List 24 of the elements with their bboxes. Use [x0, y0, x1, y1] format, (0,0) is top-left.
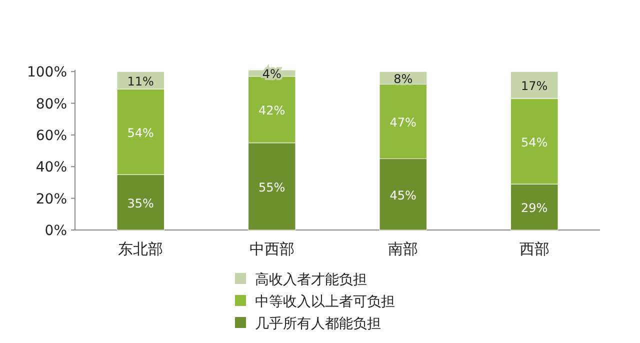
data-label: 54%	[127, 126, 154, 140]
data-label: 29%	[521, 201, 548, 216]
data-label: 11%	[127, 74, 154, 88]
legend-label: 高收入者才能负担	[255, 272, 367, 288]
data-label: 42%	[258, 104, 286, 118]
data-label: 54%	[521, 135, 548, 150]
y-tick-label: 0%	[44, 223, 67, 239]
x-tick-label: 中西部	[249, 240, 294, 258]
y-tick-label: 100%	[26, 64, 67, 81]
data-label: 17%	[521, 79, 548, 94]
x-tick-label: 西部	[519, 240, 550, 258]
legend-label: 中等收入以上者可负担	[255, 294, 395, 310]
x-tick-label: 东北部	[118, 240, 164, 258]
data-label: 55%	[258, 180, 286, 194]
x-tick-label: 南部	[388, 240, 418, 258]
data-label: 35%	[127, 196, 154, 210]
y-tick-label: 80%	[36, 96, 67, 112]
data-label: 45%	[390, 188, 416, 202]
y-tick-label: 20%	[36, 191, 67, 208]
data-label: 47%	[390, 115, 416, 130]
legend-label: 几乎所有人都能负担	[255, 316, 381, 332]
y-tick-label: 40%	[36, 160, 67, 176]
y-tick-label: 60%	[36, 128, 67, 144]
data-label: 8%	[394, 72, 413, 86]
